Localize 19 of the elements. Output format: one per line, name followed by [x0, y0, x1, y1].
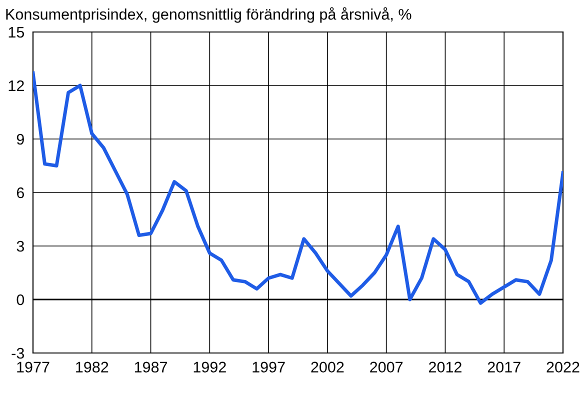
y-tick-label: 12: [8, 80, 24, 92]
x-tick-label: 2012: [429, 362, 462, 373]
x-tick-label: 2017: [488, 362, 520, 373]
y-tick-label: 6: [16, 187, 24, 198]
x-tick-label: 1992: [194, 362, 226, 373]
x-tick-label: 1997: [252, 362, 285, 373]
x-tick-label: 1987: [134, 362, 168, 373]
y-tick-label: -3: [12, 348, 24, 359]
x-tick-label: 1982: [76, 362, 108, 373]
y-tick-label: 0: [16, 294, 24, 306]
x-tick-label: 2007: [370, 362, 403, 373]
line-series: [33, 71, 563, 305]
y-tick-label: 9: [16, 134, 24, 145]
y-tick-label: 3: [16, 240, 24, 252]
x-tick-label: 2022: [546, 362, 580, 373]
x-tick-label: 1977: [17, 362, 50, 373]
x-tick-label: 2002: [311, 362, 344, 373]
chart-title: Konsumentprisindex, genomsnittlig förändring på årsnivå, %: [6, 7, 412, 23]
y-tick-label: 15: [8, 27, 24, 38]
